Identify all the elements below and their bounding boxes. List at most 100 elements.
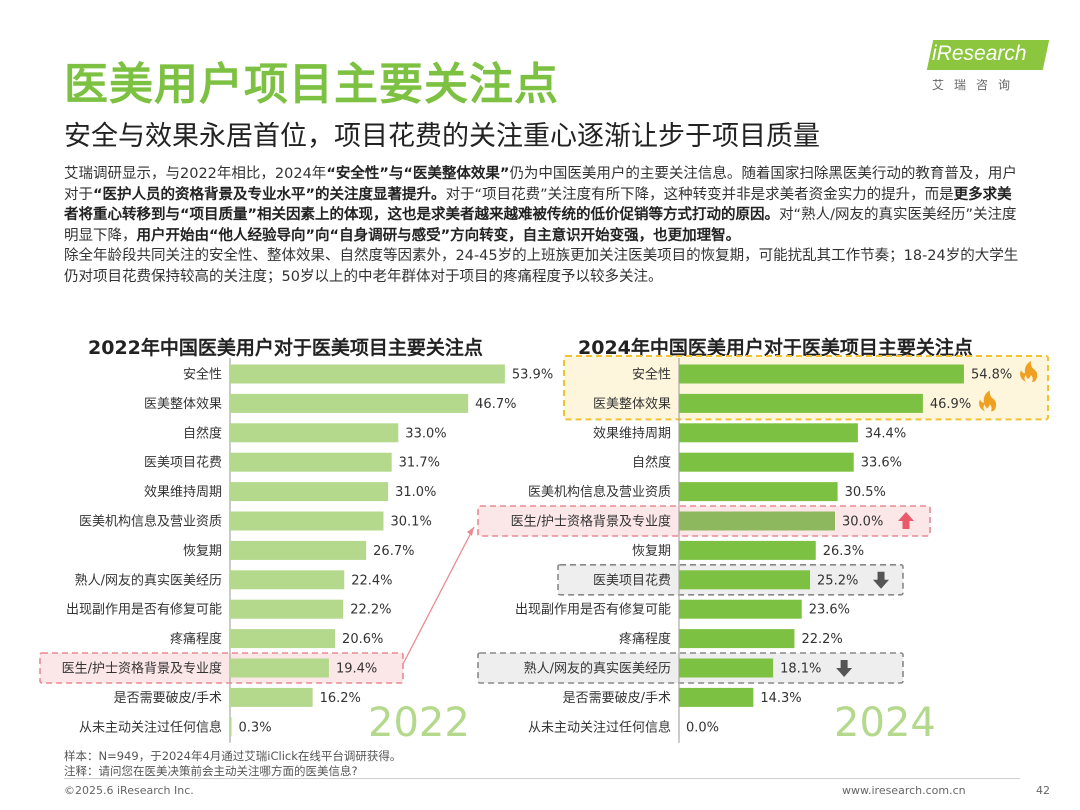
category-label-从未主动关注过任何信息: 从未主动关注过任何信息 [79, 719, 222, 735]
summary-bold-4: 用户开始由“他人经验导向”向“自身调研与感受”方向转变，自主意识开始变强，也更加… [136, 227, 741, 244]
year-watermark-2022: 2022 [368, 700, 470, 746]
value-label-医美项目花费: 31.7% [399, 456, 440, 471]
value-label-安全性: 54.8% [971, 368, 1012, 383]
bar-是否需要破皮-手术 [230, 687, 313, 707]
summary-bold-1: “安全性”与“医美整体效果” [326, 166, 510, 182]
value-label-疼痛程度: 20.6% [342, 632, 383, 647]
category-label-出现副作用是否有修复可能: 出现副作用是否有修复可能 [66, 603, 222, 618]
category-label-熟人-网友的真实医美经历: 熟人/网友的真实医美经历 [524, 661, 671, 677]
bar-医美项目花费 [230, 452, 392, 472]
connector-arrowhead [467, 527, 474, 536]
bar-出现副作用是否有修复可能 [679, 599, 802, 619]
category-label-是否需要破皮-手术: 是否需要破皮/手术 [114, 691, 222, 706]
category-label-安全性: 安全性 [632, 367, 671, 383]
value-label-安全性: 53.9% [512, 368, 553, 383]
value-label-医美整体效果: 46.9% [930, 397, 971, 412]
bar-效果维持周期 [679, 423, 858, 443]
category-label-医美机构信息及营业资质: 医美机构信息及营业资质 [528, 484, 671, 500]
bar-熟人-网友的真实医美经历 [679, 658, 774, 678]
summary-text-4: 对于“项目花费”关注度有所下降，这种转变并非是求美者资金实力的提升，而是 [445, 186, 954, 203]
summary-bold-2: “医护人员的资格背景及专业水平”的关注度显著提升。 [93, 186, 446, 203]
page-title: 医美用户项目主要关注点 [64, 59, 559, 110]
footer-url: www.iresearch.com.cn [842, 784, 966, 797]
connector-arrow [402, 526, 475, 665]
summary-text-2: 仍为中国医美用户的主要关注信息。 [509, 166, 742, 182]
bar-医美整体效果 [230, 393, 469, 413]
category-label-是否需要破皮-手术: 是否需要破皮/手术 [563, 691, 671, 706]
bar-恢复期 [679, 540, 816, 560]
category-label-疼痛程度: 疼痛程度 [170, 631, 222, 647]
summary-text-5: 对“熟人/网友的真实医美经历”关注度明显下降， [64, 207, 1017, 244]
arrow-down-icon [836, 660, 853, 677]
iresearch-logo: iResearch 艾瑞咨询 [926, 36, 1050, 96]
logo-text: iResearch [932, 42, 1027, 65]
value-label-是否需要破皮-手术: 14.3% [760, 691, 801, 706]
category-label-从未主动关注过任何信息: 从未主动关注过任何信息 [528, 719, 671, 735]
category-label-出现副作用是否有修复可能: 出现副作用是否有修复可能 [515, 603, 671, 618]
category-label-医美项目花费: 医美项目花费 [144, 455, 222, 471]
category-label-疼痛程度: 疼痛程度 [619, 631, 671, 647]
bar-是否需要破皮-手术 [679, 687, 754, 707]
value-label-从未主动关注过任何信息: 0.0% [686, 720, 719, 735]
bar-自然度 [230, 423, 399, 443]
category-label-医美整体效果: 医美整体效果 [144, 397, 222, 412]
category-label-熟人-网友的真实医美经历: 熟人/网友的真实医美经历 [75, 572, 222, 588]
value-label-医美机构信息及营业资质: 30.5% [845, 485, 886, 500]
bar-医美机构信息及营业资质 [679, 482, 838, 502]
footnote-sample: 样本：N=949，于2024年4月通过艾瑞iClick在线平台调研获得。 [64, 749, 402, 763]
category-label-安全性: 安全性 [183, 367, 222, 383]
value-label-熟人-网友的真实医美经历: 22.4% [351, 573, 392, 588]
footnote-note: 注释：请问您在医美决策前会主动关注哪方面的医美信息? [64, 764, 358, 778]
category-label-效果维持周期: 效果维持周期 [593, 426, 671, 441]
value-label-是否需要破皮-手术: 16.2% [320, 691, 361, 706]
chart-2024-title: 2024年中国医美用户对于医美项目主要关注点 [578, 337, 973, 359]
category-label-医美机构信息及营业资质: 医美机构信息及营业资质 [79, 514, 222, 530]
bar-医生-护士资格背景及专业度 [679, 511, 835, 531]
value-label-医生-护士资格背景及专业度: 30.0% [842, 515, 883, 530]
value-label-恢复期: 26.3% [823, 544, 864, 559]
category-label-自然度: 自然度 [183, 425, 222, 441]
bar-安全性 [230, 364, 505, 384]
bar-出现副作用是否有修复可能 [230, 599, 344, 619]
category-label-效果维持周期: 效果维持周期 [144, 485, 222, 500]
bar-医美整体效果 [679, 393, 923, 413]
category-label-恢复期: 恢复期 [632, 544, 671, 559]
page-subtitle: 安全与效果永居首位，项目花费的关注重心逐渐让步于项目质量 [64, 121, 820, 152]
fire-icon [979, 390, 997, 412]
value-label-疼痛程度: 22.2% [801, 632, 842, 647]
value-label-恢复期: 26.7% [373, 544, 414, 559]
value-label-自然度: 33.0% [405, 426, 446, 441]
value-label-效果维持周期: 34.4% [865, 426, 906, 441]
fire-icon [1020, 361, 1038, 382]
bar-疼痛程度 [679, 629, 795, 649]
value-label-自然度: 33.6% [861, 456, 902, 471]
bar-效果维持周期 [230, 482, 389, 502]
bar-熟人-网友的真实医美经历 [230, 570, 345, 590]
category-label-医美整体效果: 医美整体效果 [593, 397, 671, 412]
value-label-熟人-网友的真实医美经历: 18.1% [780, 662, 821, 677]
value-label-出现副作用是否有修复可能: 22.2% [350, 603, 391, 618]
page-number: 42 [1036, 784, 1050, 797]
chart-2024: 安全性 54.8% 医美整体效果 46.9% 效果维持周期 34.4% 自然度 33.6% 医美… [477, 355, 1049, 743]
bar-自然度 [679, 452, 854, 472]
arrow-down-icon [873, 571, 890, 589]
bar-医生-护士资格背景及专业度 [230, 658, 329, 678]
value-label-医美整体效果: 46.7% [475, 397, 516, 412]
summary-paragraph-2: 除全年龄段共同关注的安全性、整体效果、自然度等因素外，24-45岁的上班族更加关… [64, 248, 1019, 285]
category-label-医生-护士资格背景及专业度: 医生/护士资格背景及专业度 [62, 661, 222, 677]
category-label-自然度: 自然度 [632, 455, 671, 471]
chart-2022-title: 2022年中国医美用户对于医美项目主要关注点 [88, 337, 483, 359]
bar-安全性 [679, 364, 964, 384]
bar-医美机构信息及营业资质 [230, 511, 384, 531]
summary-text-3: 随着国家扫除黑医美行动的教育普及，用户对于 [64, 166, 1017, 203]
category-label-医美项目花费: 医美项目花费 [593, 572, 671, 588]
category-label-恢复期: 恢复期 [183, 544, 222, 559]
bar-从未主动关注过任何信息 [230, 717, 232, 737]
summary-paragraph: 艾瑞调研显示，与2022年相比，2024年“安全性”与“医美整体效果”仍为中国医… [64, 164, 1024, 288]
bar-恢复期 [230, 540, 367, 560]
summary-text-1: 艾瑞调研显示，与2022年相比，2024年 [64, 166, 327, 182]
value-label-效果维持周期: 31.0% [395, 485, 436, 500]
summary-bold-3: 更多求美者将重心转移到与“项目质量”相关因素上的体现，这也是求美者越来越难被传统… [64, 186, 1012, 224]
